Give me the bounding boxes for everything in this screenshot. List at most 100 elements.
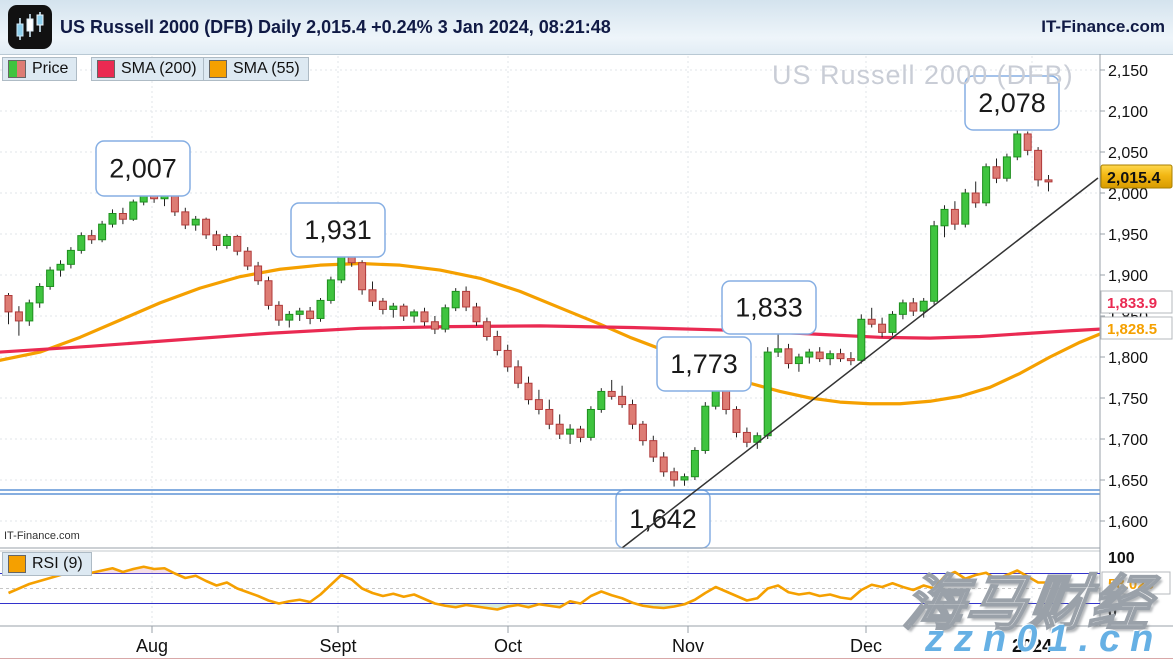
rsi-overbought-fill [65, 566, 1023, 574]
brand-link[interactable]: IT-Finance.com [1041, 17, 1165, 36]
candle-body [482, 321, 491, 337]
legend-sma55-label: SMA (55) [233, 60, 300, 77]
candle-body [1013, 133, 1022, 158]
candle-body [389, 305, 398, 310]
candle-body [420, 311, 429, 323]
candle-body [430, 321, 439, 330]
candle-body [14, 311, 23, 322]
legend-sma200[interactable]: SMA (200) [91, 57, 206, 81]
app-logo-icon[interactable] [8, 5, 52, 49]
candle-body [1023, 133, 1032, 151]
candle-body [316, 299, 325, 319]
legend-rsi[interactable]: RSI (9) [2, 552, 92, 576]
legend-sma200-label: SMA (200) [121, 60, 197, 77]
rsi-axis-bottom-label: 0 [1108, 604, 1117, 621]
candle-body [950, 208, 959, 225]
candle-body [462, 290, 471, 308]
candle-body [285, 313, 294, 321]
candle-body [233, 235, 242, 252]
candle-body [607, 390, 616, 397]
candle-body [1002, 156, 1011, 179]
candle-body [961, 192, 970, 225]
price-axis-label: 2,000 [1108, 186, 1148, 203]
candle-body [4, 295, 13, 313]
candle-body [930, 225, 939, 302]
candle-body [326, 279, 335, 301]
candle-body [534, 399, 543, 410]
candle-body [867, 318, 876, 325]
time-axis-label: 2024 [1012, 636, 1052, 656]
candle-body [87, 235, 96, 241]
sma200-line [0, 324, 1100, 354]
site-watermark-url: zzn01.cn [925, 618, 1164, 660]
trendline [621, 177, 1099, 549]
candle-body [846, 358, 855, 362]
candle-body [555, 423, 564, 435]
candle-body [566, 428, 575, 435]
candle-body [670, 471, 679, 481]
candle-body [888, 313, 897, 333]
chart-title: US Russell 2000 (DFB) Daily 2,015.4 +0.2… [60, 17, 611, 37]
candle-body [368, 289, 377, 302]
rsi-value-flag: 58.025 [1108, 576, 1154, 593]
legend-price[interactable]: Price [2, 57, 78, 81]
candle-body [763, 351, 772, 437]
sma55-value-flag-box [1100, 316, 1173, 340]
candle-body [295, 310, 304, 315]
sma55-line [0, 261, 1100, 406]
price-annotation-value: 1,833 [735, 293, 803, 323]
time-axis-label: Sept [319, 636, 356, 656]
candle-body [410, 311, 419, 317]
candle-body [940, 208, 949, 227]
candle-body [878, 323, 887, 333]
price-axis-label: 1,800 [1108, 350, 1148, 367]
candle-body [264, 280, 273, 306]
sma200-value-flag-box [1100, 290, 1173, 314]
candle-body [129, 201, 138, 220]
rsi-value-flag-box [1101, 571, 1171, 595]
candle-body [56, 263, 65, 271]
candle-body [378, 300, 387, 310]
candle-body [576, 428, 585, 438]
candle-body [202, 218, 211, 236]
candle-body [826, 353, 835, 360]
candle-body [742, 431, 751, 443]
candle-body [493, 336, 502, 351]
time-axis-label: Dec [850, 636, 882, 656]
legend-rsi-label: RSI (9) [32, 555, 83, 572]
candle-body [805, 351, 814, 358]
price-annotation-box [95, 140, 191, 197]
candle-body [784, 348, 793, 365]
candle-body [982, 166, 991, 204]
price-axis-label: 2,150 [1108, 63, 1148, 80]
price-axis-label: 1,700 [1108, 432, 1148, 449]
candle-body [794, 356, 803, 365]
candle-body [971, 192, 980, 204]
price-annotation-box [290, 202, 386, 258]
sma200-value-flag: 1,833.9 [1107, 295, 1157, 312]
candle-body [243, 250, 252, 267]
sma55-series-icon [209, 60, 227, 78]
candle-body [181, 211, 190, 226]
candle-body [992, 166, 1001, 179]
footer-brand-text: IT-Finance.com [4, 530, 80, 542]
sma200-series-icon [97, 60, 115, 78]
price-annotation-value: 2,078 [978, 88, 1046, 118]
price-annotation-box [656, 336, 752, 392]
time-axis-label: Nov [672, 636, 704, 656]
candle-body [618, 395, 627, 406]
price-axis-label: 1,950 [1108, 227, 1148, 244]
price-annotation-value: 1,642 [629, 504, 697, 534]
candle-body [514, 366, 523, 384]
candle-body [815, 351, 824, 360]
price-axis-label: 2,050 [1108, 145, 1148, 162]
candle-body [690, 449, 699, 478]
price-axis-label: 1,600 [1108, 514, 1148, 531]
candle-body [1034, 149, 1043, 181]
candle-body [774, 348, 783, 353]
legend-sma55[interactable]: SMA (55) [203, 57, 309, 81]
candle-body [212, 234, 221, 246]
time-axis-label: Oct [494, 636, 522, 656]
